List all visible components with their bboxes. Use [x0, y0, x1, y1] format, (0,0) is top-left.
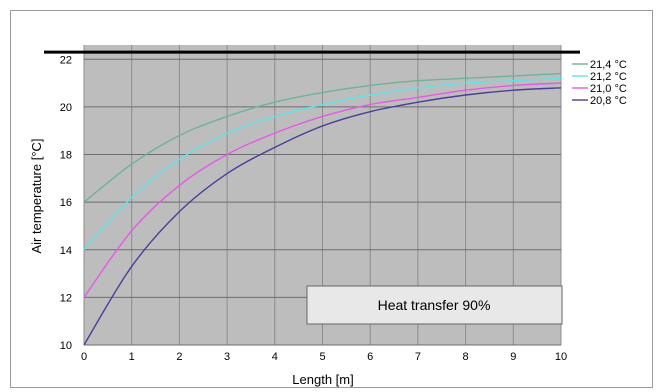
y-tick-labels: 10 12 14 16 18 20 22 [60, 54, 72, 352]
y-axis-label: Air temperature [°C] [29, 138, 44, 253]
y-tick-label: 20 [60, 102, 72, 114]
y-tick-label: 10 [60, 340, 72, 352]
annotation-text: Heat transfer 90% [378, 297, 491, 313]
series-line-3 [83, 82, 562, 298]
x-tick-label: 10 [555, 351, 567, 363]
x-tick-label: 6 [367, 351, 373, 363]
x-tick-label: 8 [463, 351, 469, 363]
x-tick-label: 1 [129, 351, 135, 363]
annotation-box: Heat transfer 90% [306, 285, 563, 325]
x-tick-labels: 0 1 2 3 4 5 6 7 8 9 10 [81, 351, 567, 363]
x-tick-label: 9 [510, 351, 516, 363]
y-tick-label: 18 [60, 150, 72, 162]
series-line-2 [83, 77, 562, 251]
x-tick-label: 5 [319, 351, 325, 363]
legend-label: 20,8 °C [590, 95, 627, 107]
x-axis-label: Length [m] [292, 372, 353, 387]
y-tick-label: 16 [60, 197, 72, 209]
legend-label: 21,2 °C [590, 71, 627, 83]
legend: 21,4 °C21,2 °C21,0 °C20,8 °C [572, 59, 627, 107]
x-tick-label: 3 [224, 351, 230, 363]
legend-label: 21,0 °C [590, 83, 627, 95]
x-tick-label: 4 [272, 351, 278, 363]
series-lines [83, 72, 562, 346]
x-tick-label: 2 [176, 351, 182, 363]
y-tick-label: 14 [60, 245, 72, 257]
x-tick-label: 7 [415, 351, 421, 363]
y-tick-label: 12 [60, 292, 72, 304]
series-line-4 [83, 87, 562, 346]
y-tick-label: 22 [60, 54, 72, 66]
legend-label: 21,4 °C [590, 59, 627, 71]
x-tick-label: 0 [81, 351, 87, 363]
series-line-1 [83, 72, 562, 203]
